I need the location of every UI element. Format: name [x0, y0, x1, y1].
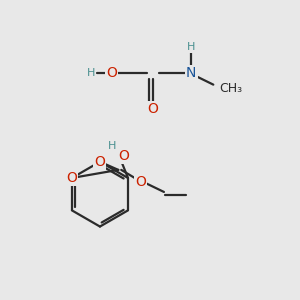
Text: N: N	[186, 66, 196, 80]
Text: O: O	[118, 149, 129, 163]
Text: O: O	[106, 66, 117, 80]
Text: O: O	[135, 175, 146, 189]
Text: O: O	[67, 171, 77, 185]
Text: CH₃: CH₃	[219, 82, 242, 95]
Text: H: H	[187, 42, 195, 52]
Text: O: O	[148, 102, 158, 116]
Text: H: H	[108, 141, 116, 151]
Text: O: O	[94, 155, 105, 169]
Text: H: H	[87, 68, 95, 78]
